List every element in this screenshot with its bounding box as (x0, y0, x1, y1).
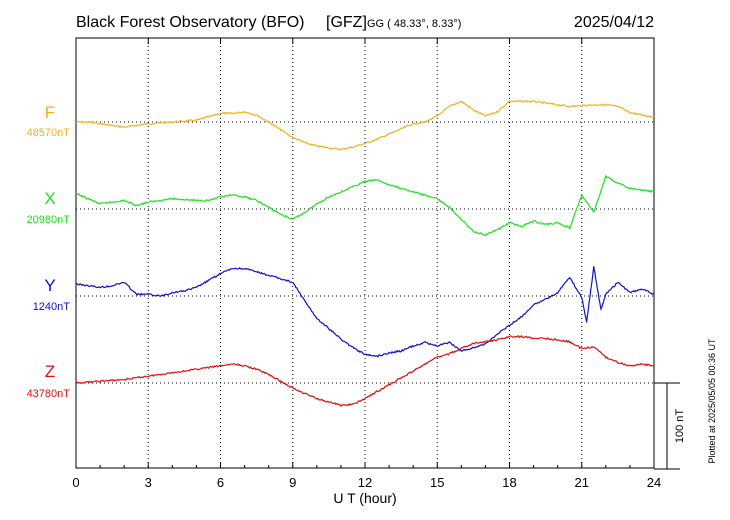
series-labels: F 48570nT X 20980nT Y 1240nT Z 43780nT (27, 103, 71, 400)
x-tick-label: 3 (145, 475, 152, 490)
x-tick-label: 21 (575, 475, 589, 490)
x-tick-label: 15 (430, 475, 444, 490)
series-baseline-y: 1240nT (33, 301, 71, 313)
series-baseline-z: 43780nT (27, 388, 71, 400)
scale-bar: 100 nT (654, 382, 686, 470)
x-axis-title: U T (hour) (333, 490, 396, 506)
x-tick-label: 6 (217, 475, 224, 490)
series-name-y: Y (44, 276, 55, 295)
series-line-x (75, 174, 655, 237)
series-line-z (75, 334, 654, 407)
series-baseline-f: 48570nT (27, 127, 71, 139)
scale-bar-label: 100 nT (674, 409, 686, 444)
series-line-f (75, 99, 655, 151)
x-tick-label: 9 (289, 475, 296, 490)
series-baseline-x: 20980nT (27, 214, 71, 226)
series-lines (75, 99, 655, 407)
coordinates-label: GG ( 48.33°, 8.33°) (367, 18, 461, 30)
x-tick-label: 12 (358, 475, 372, 490)
plotted-timestamp: Plotted at 2025/05/05 00:36 UT (707, 338, 717, 464)
observatory-title: Black Forest Observatory (BFO) (76, 14, 305, 31)
x-tick-label: 24 (647, 475, 661, 490)
grid (147, 38, 583, 468)
series-name-z: Z (45, 362, 55, 381)
date-label: 2025/04/12 (574, 14, 654, 31)
x-axis: 0 3 6 9 12 15 18 21 24 (72, 38, 661, 490)
institute-label: [GFZ] (326, 14, 367, 31)
series-line-y (75, 266, 655, 358)
series-name-f: F (45, 103, 55, 122)
baselines (76, 121, 654, 384)
x-tick-label: 0 (72, 475, 79, 490)
series-name-x: X (44, 189, 55, 208)
x-tick-label: 18 (502, 475, 516, 490)
